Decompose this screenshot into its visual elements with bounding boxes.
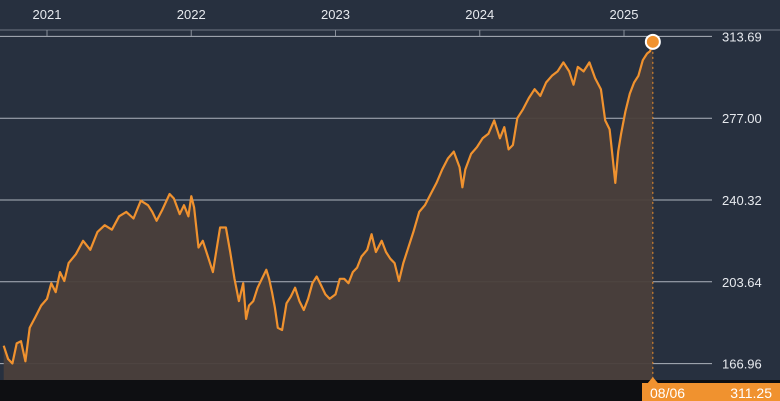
last-price-marker[interactable] [644,33,661,50]
price-line[interactable] [2,41,654,365]
x-tick-label: 2025 [610,7,639,22]
x-axis-ticks: 2021 2022 2023 2024 2025 [33,7,639,36]
y-tick-label: 277.00 [722,111,762,126]
readout-value: 311.25 [730,385,772,401]
y-tick-label: 166.96 [722,357,762,372]
readout-background [642,383,780,401]
y-tick-label: 203.64 [722,275,762,290]
readout-date: 08/06 [650,385,685,401]
x-tick-label: 2024 [465,7,494,22]
x-tick-label: 2023 [321,7,350,22]
time-axis-bar [0,380,780,401]
y-tick-label: 313.69 [722,29,762,44]
readout-pointer [647,377,658,383]
y-axis-ticks: 313.69 277.00 240.32 203.64 166.96 [722,29,762,371]
x-tick-label: 2022 [177,7,206,22]
price-area-fill [3,41,653,381]
y-tick-label: 240.32 [722,193,762,208]
x-tick-label: 2021 [33,7,62,22]
crosshair-readout[interactable]: 08/06 311.25 [642,377,780,401]
